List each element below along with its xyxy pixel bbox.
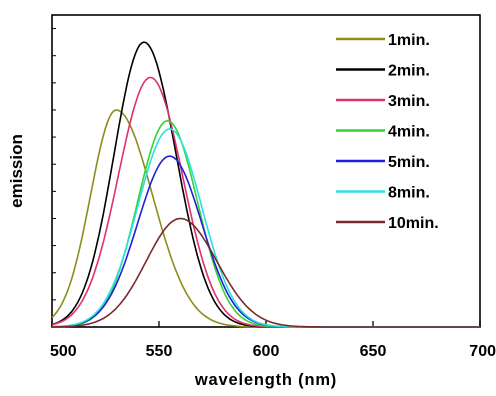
x-axis-label: wavelength (nm) bbox=[194, 371, 337, 389]
legend-label: 5min. bbox=[388, 154, 430, 171]
series-line-10min bbox=[52, 217, 480, 328]
series-line-5min bbox=[51, 155, 480, 328]
legend-label: 3min. bbox=[388, 93, 430, 110]
x-tick-label: 500 bbox=[50, 343, 77, 360]
x-tick-label: 700 bbox=[469, 343, 496, 360]
x-tick-label: 600 bbox=[253, 343, 280, 360]
legend-label: 4min. bbox=[388, 124, 430, 141]
x-tick-label: 650 bbox=[360, 343, 387, 360]
legend: 1min. 2min. 3min. 4min. 5min. 8min. 10min. bbox=[336, 32, 439, 232]
series-line-3min bbox=[51, 76, 480, 328]
legend-label: 2min. bbox=[388, 63, 430, 80]
x-tick-label: 550 bbox=[146, 343, 173, 360]
legend-label: 1min. bbox=[388, 32, 430, 49]
emission-curves bbox=[51, 41, 480, 328]
legend-label: 8min. bbox=[388, 185, 430, 202]
x-axis-ticks: 500 550 600 650 700 bbox=[50, 321, 496, 360]
legend-label: 10min. bbox=[388, 215, 439, 232]
y-axis-label: emission bbox=[7, 134, 26, 208]
